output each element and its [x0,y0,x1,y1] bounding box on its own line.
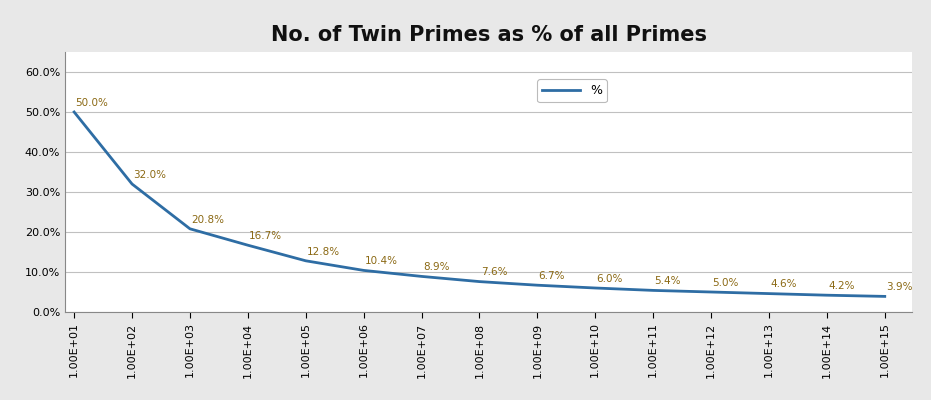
Text: 50.0%: 50.0% [75,98,108,108]
% [648,288,659,293]
% [69,110,80,114]
Line: %: % [74,112,884,296]
Text: 6.0%: 6.0% [597,274,623,284]
Text: 8.9%: 8.9% [423,262,450,272]
% [242,243,253,248]
% [474,279,485,284]
% [532,283,543,288]
Text: 16.7%: 16.7% [250,231,282,241]
% [763,291,775,296]
Text: 32.0%: 32.0% [133,170,167,180]
Text: 5.4%: 5.4% [654,276,681,286]
Text: 4.6%: 4.6% [770,280,797,290]
% [821,293,832,298]
% [127,182,138,186]
Legend: %: % [537,79,607,102]
% [589,286,600,290]
Text: 3.9%: 3.9% [886,282,912,292]
Text: 4.2%: 4.2% [829,281,855,291]
Text: 7.6%: 7.6% [480,268,507,278]
% [706,290,717,294]
% [184,226,196,231]
Text: 6.7%: 6.7% [539,271,565,281]
Text: 12.8%: 12.8% [307,247,340,257]
% [416,274,427,279]
% [879,294,890,299]
Text: 10.4%: 10.4% [365,256,398,266]
Text: 20.8%: 20.8% [192,215,224,225]
% [358,268,370,273]
Text: 5.0%: 5.0% [712,278,739,288]
% [300,258,311,263]
Title: No. of Twin Primes as % of all Primes: No. of Twin Primes as % of all Primes [271,25,707,45]
